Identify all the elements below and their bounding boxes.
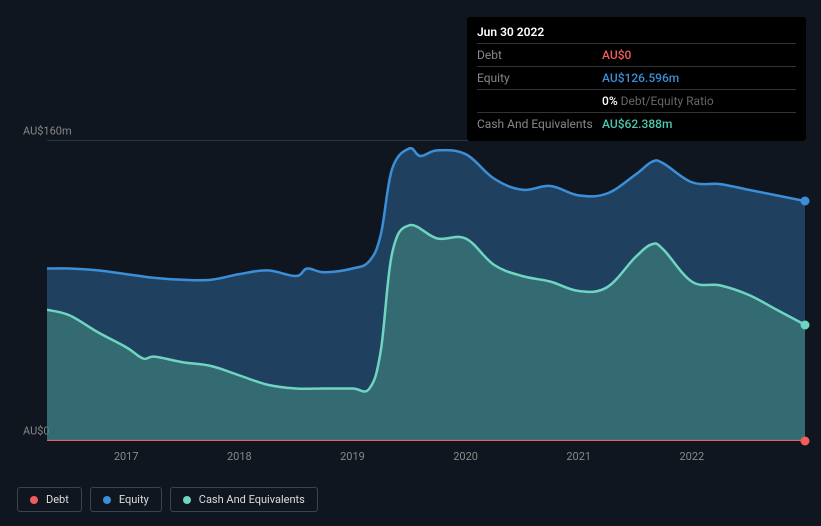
tooltip-label: Debt	[477, 46, 602, 64]
legend-dot-icon	[30, 496, 38, 504]
x-axis-label: 2019	[340, 450, 365, 463]
y-axis-label: AU$0	[23, 425, 50, 438]
tooltip-row: DebtAU$0	[477, 43, 796, 66]
x-axis-label: 2022	[679, 450, 704, 463]
tooltip-label: Equity	[477, 69, 602, 87]
tooltip-value: AU$126.596m	[602, 69, 679, 87]
legend-dot-icon	[183, 496, 191, 504]
chart-legend: Debt Equity Cash And Equivalents	[17, 487, 318, 512]
x-axis-label: 2021	[566, 450, 591, 463]
legend-item[interactable]: Cash And Equivalents	[170, 487, 318, 512]
legend-label: Equity	[119, 493, 149, 506]
x-axis-label: 2020	[453, 450, 478, 463]
tooltip-value: AU$0	[602, 46, 631, 64]
x-axis-label: 2018	[227, 450, 252, 463]
series-end-dot	[801, 437, 810, 446]
tooltip-row: EquityAU$126.596m	[477, 66, 796, 89]
legend-item[interactable]: Debt	[17, 487, 82, 512]
tooltip-label: Cash And Equivalents	[477, 115, 602, 133]
tooltip-value: AU$62.388m	[602, 115, 672, 133]
tooltip-sublabel: Debt/Equity Ratio	[621, 92, 714, 110]
legend-label: Cash And Equivalents	[199, 493, 305, 506]
legend-label: Debt	[46, 493, 69, 506]
tooltip-label	[477, 92, 602, 110]
tooltip-date: Jun 30 2022	[477, 23, 796, 41]
legend-item[interactable]: Equity	[90, 487, 162, 512]
tooltip-row: 0% Debt/Equity Ratio	[477, 89, 796, 112]
series-end-dot	[801, 197, 810, 206]
tooltip-row: Cash And EquivalentsAU$62.388m	[477, 112, 796, 135]
chart-svg	[47, 141, 805, 441]
x-axis-label: 2017	[114, 450, 139, 463]
debt-equity-chart: AU$160m AU$0 2017 2018 2019 2020 2021 2022	[17, 120, 805, 510]
series-end-dot	[801, 320, 810, 329]
chart-plot-area[interactable]	[47, 140, 805, 440]
tooltip-value: 0%	[602, 92, 618, 110]
y-axis-label: AU$160m	[23, 125, 72, 138]
legend-dot-icon	[103, 496, 111, 504]
chart-tooltip: Jun 30 2022 DebtAU$0EquityAU$126.596m0% …	[467, 17, 806, 141]
